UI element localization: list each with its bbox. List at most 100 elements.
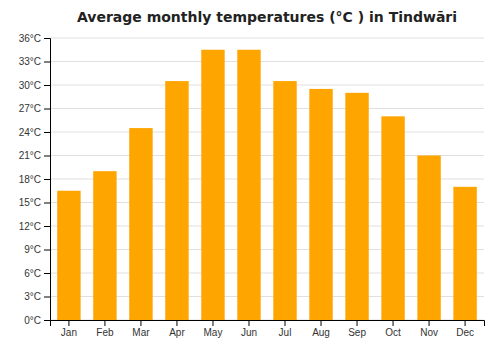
y-tick-label: 33°C xyxy=(19,56,41,67)
x-tick: Feb xyxy=(96,320,114,338)
y-tick-label: 12°C xyxy=(19,221,41,232)
x-tick: Oct xyxy=(385,320,401,338)
bar xyxy=(345,93,368,320)
bar xyxy=(309,89,332,320)
y-tick-label: 3°C xyxy=(24,291,41,302)
x-tick-label: Apr xyxy=(169,327,185,338)
title: Average monthly temperatures (°C ) in Ti… xyxy=(77,9,457,25)
x-axis: Jan Feb Mar Apr May Jun Jul Aug Sep Oct Nov Dec xyxy=(51,320,485,338)
x-tick-mark xyxy=(285,320,286,326)
y-tick-label: 21°C xyxy=(19,150,41,161)
y-tick-mark xyxy=(44,297,50,298)
x-tick-mark xyxy=(212,320,213,326)
y-tick-label: 6°C xyxy=(24,268,41,279)
bar xyxy=(165,81,188,320)
grid-line xyxy=(50,61,484,62)
y-tick-mark xyxy=(44,203,50,204)
y-tick-mark xyxy=(44,273,50,274)
y-axis: 0°C 3°C 6°C 9°C 12°C 15°C 18°C 21°C 24°C 27°C 30°C… xyxy=(19,33,51,326)
y-tick: 36°C xyxy=(19,33,50,44)
x-axis-line xyxy=(51,321,485,327)
x-tick: Jan xyxy=(61,320,77,338)
bar xyxy=(93,171,116,320)
y-tick: 6°C xyxy=(24,268,50,279)
x-tick-label: May xyxy=(204,327,223,338)
x-tick-label: Jun xyxy=(241,327,257,338)
grid-line xyxy=(50,132,484,133)
y-tick: 15°C xyxy=(19,197,50,208)
y-tick-mark xyxy=(44,226,50,227)
y-tick-mark xyxy=(44,38,50,39)
x-tick-mark xyxy=(321,320,322,326)
y-tick: 21°C xyxy=(19,150,50,161)
y-tick-label: 0°C xyxy=(24,315,41,326)
x-tick-label: Sep xyxy=(348,327,366,338)
bar xyxy=(381,116,404,320)
plot: 0°C 3°C 6°C 9°C 12°C 15°C 18°C 21°C 24°C 27°C 30°C… xyxy=(19,33,485,338)
x-tick: Jul xyxy=(279,320,292,338)
y-tick-label: 27°C xyxy=(19,103,41,114)
y-tick-mark xyxy=(44,109,50,110)
x-tick-mark xyxy=(68,320,69,326)
grid-line xyxy=(50,108,484,109)
x-tick-mark xyxy=(393,320,394,326)
y-tick: 18°C xyxy=(19,174,50,185)
y-tick: 9°C xyxy=(24,244,50,255)
x-tick-label: Jan xyxy=(61,327,77,338)
y-tick-label: 18°C xyxy=(19,174,41,185)
y-tick-label: 24°C xyxy=(19,127,41,138)
x-tick: Sep xyxy=(348,320,366,338)
x-tick-mark xyxy=(176,320,177,326)
bar xyxy=(453,187,476,320)
x-tick-mark xyxy=(248,320,249,326)
y-tick: 27°C xyxy=(19,103,50,114)
y-tick: 30°C xyxy=(19,80,50,91)
x-tick-mark xyxy=(429,320,430,326)
y-tick-mark xyxy=(44,250,50,251)
x-tick-label: Oct xyxy=(385,327,401,338)
x-tick: Dec xyxy=(456,320,474,338)
bar xyxy=(57,191,80,320)
x-tick-mark xyxy=(357,320,358,326)
y-tick: 33°C xyxy=(19,56,50,67)
y-tick-mark xyxy=(44,62,50,63)
x-tick: Nov xyxy=(420,320,438,338)
x-tick-label: Dec xyxy=(456,327,474,338)
x-tick-mark xyxy=(465,320,466,326)
x-tick-mark xyxy=(140,320,141,326)
x-tick: Mar xyxy=(132,320,150,338)
grid xyxy=(50,38,484,320)
y-tick-mark xyxy=(44,320,50,321)
y-tick-mark xyxy=(44,179,50,180)
bars xyxy=(57,50,477,320)
x-tick-label: Mar xyxy=(132,327,150,338)
x-tick-mark xyxy=(104,320,105,326)
x-tick: May xyxy=(204,320,223,338)
y-tick: 24°C xyxy=(19,127,50,138)
x-tick: Apr xyxy=(169,320,185,338)
y-tick-label: 9°C xyxy=(24,244,41,255)
y-tick-mark xyxy=(44,156,50,157)
bar xyxy=(237,50,260,320)
x-tick-label: Aug xyxy=(312,327,330,338)
bar xyxy=(273,81,296,320)
x-tick: Jun xyxy=(241,320,257,338)
y-tick-mark xyxy=(44,132,50,133)
y-axis-line xyxy=(44,39,51,321)
y-tick: 3°C xyxy=(24,291,50,302)
y-tick-mark xyxy=(44,85,50,86)
x-tick: Aug xyxy=(312,320,330,338)
y-tick-label: 36°C xyxy=(19,33,41,44)
chart: 0°C 3°C 6°C 9°C 12°C 15°C 18°C 21°C 24°C 27°C 30°C… xyxy=(0,0,500,350)
y-tick-label: 15°C xyxy=(19,197,41,208)
y-tick: 12°C xyxy=(19,221,50,232)
y-tick: 0°C xyxy=(24,315,50,326)
bar xyxy=(417,156,440,321)
bar xyxy=(201,50,224,320)
x-tick-label: Jul xyxy=(279,327,292,338)
grid-line xyxy=(50,38,484,39)
x-tick-label: Feb xyxy=(96,327,114,338)
grid-line xyxy=(50,85,484,86)
y-tick-label: 30°C xyxy=(19,80,41,91)
bar xyxy=(129,128,152,320)
